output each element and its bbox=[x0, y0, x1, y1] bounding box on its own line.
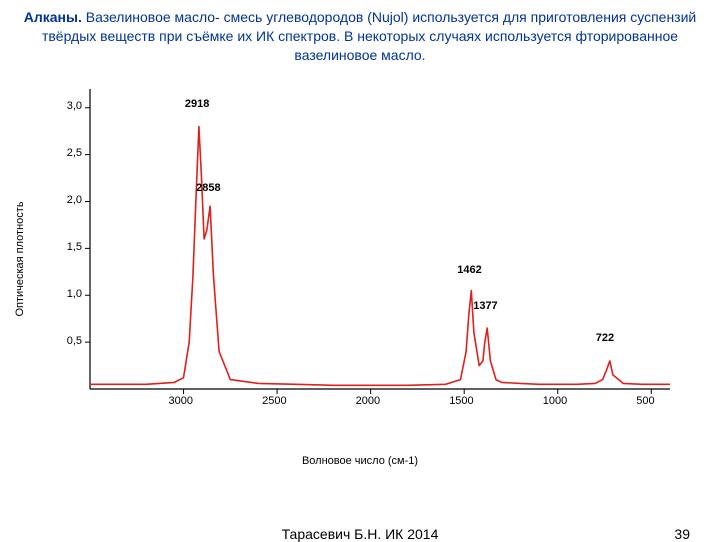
y-tick-label: 1,0 bbox=[67, 288, 82, 300]
slide-title: Алканы. Вазелиновое масло- смесь углевод… bbox=[0, 0, 720, 69]
peak-label: 722 bbox=[596, 332, 614, 344]
peak-label: 2918 bbox=[185, 98, 209, 110]
title-part2: Вазелиновое масло- смесь углеводородов (… bbox=[42, 9, 696, 63]
x-tick-label: 2000 bbox=[356, 395, 380, 407]
chart-svg bbox=[30, 79, 690, 439]
x-tick-label: 2500 bbox=[262, 395, 286, 407]
y-tick-label: 2,0 bbox=[67, 194, 82, 206]
x-tick-label: 3000 bbox=[169, 395, 193, 407]
x-axis-label: Волновое число (см-1) bbox=[302, 455, 418, 467]
y-tick-label: 3,0 bbox=[67, 100, 82, 112]
ir-spectrum-chart: Оптическая плотность Волновое число (см-… bbox=[30, 79, 690, 439]
x-tick-label: 1000 bbox=[543, 395, 567, 407]
y-axis-label: Оптическая плотность bbox=[14, 201, 26, 316]
x-tick-label: 500 bbox=[636, 395, 654, 407]
title-part1: Алканы. bbox=[24, 9, 82, 25]
peak-label: 2858 bbox=[196, 182, 220, 194]
x-tick-label: 1500 bbox=[449, 395, 473, 407]
y-tick-label: 1,5 bbox=[67, 241, 82, 253]
peak-label: 1462 bbox=[457, 264, 481, 276]
y-tick-label: 0,5 bbox=[67, 335, 82, 347]
y-tick-label: 2,5 bbox=[67, 147, 82, 159]
peak-label: 1377 bbox=[473, 300, 497, 312]
